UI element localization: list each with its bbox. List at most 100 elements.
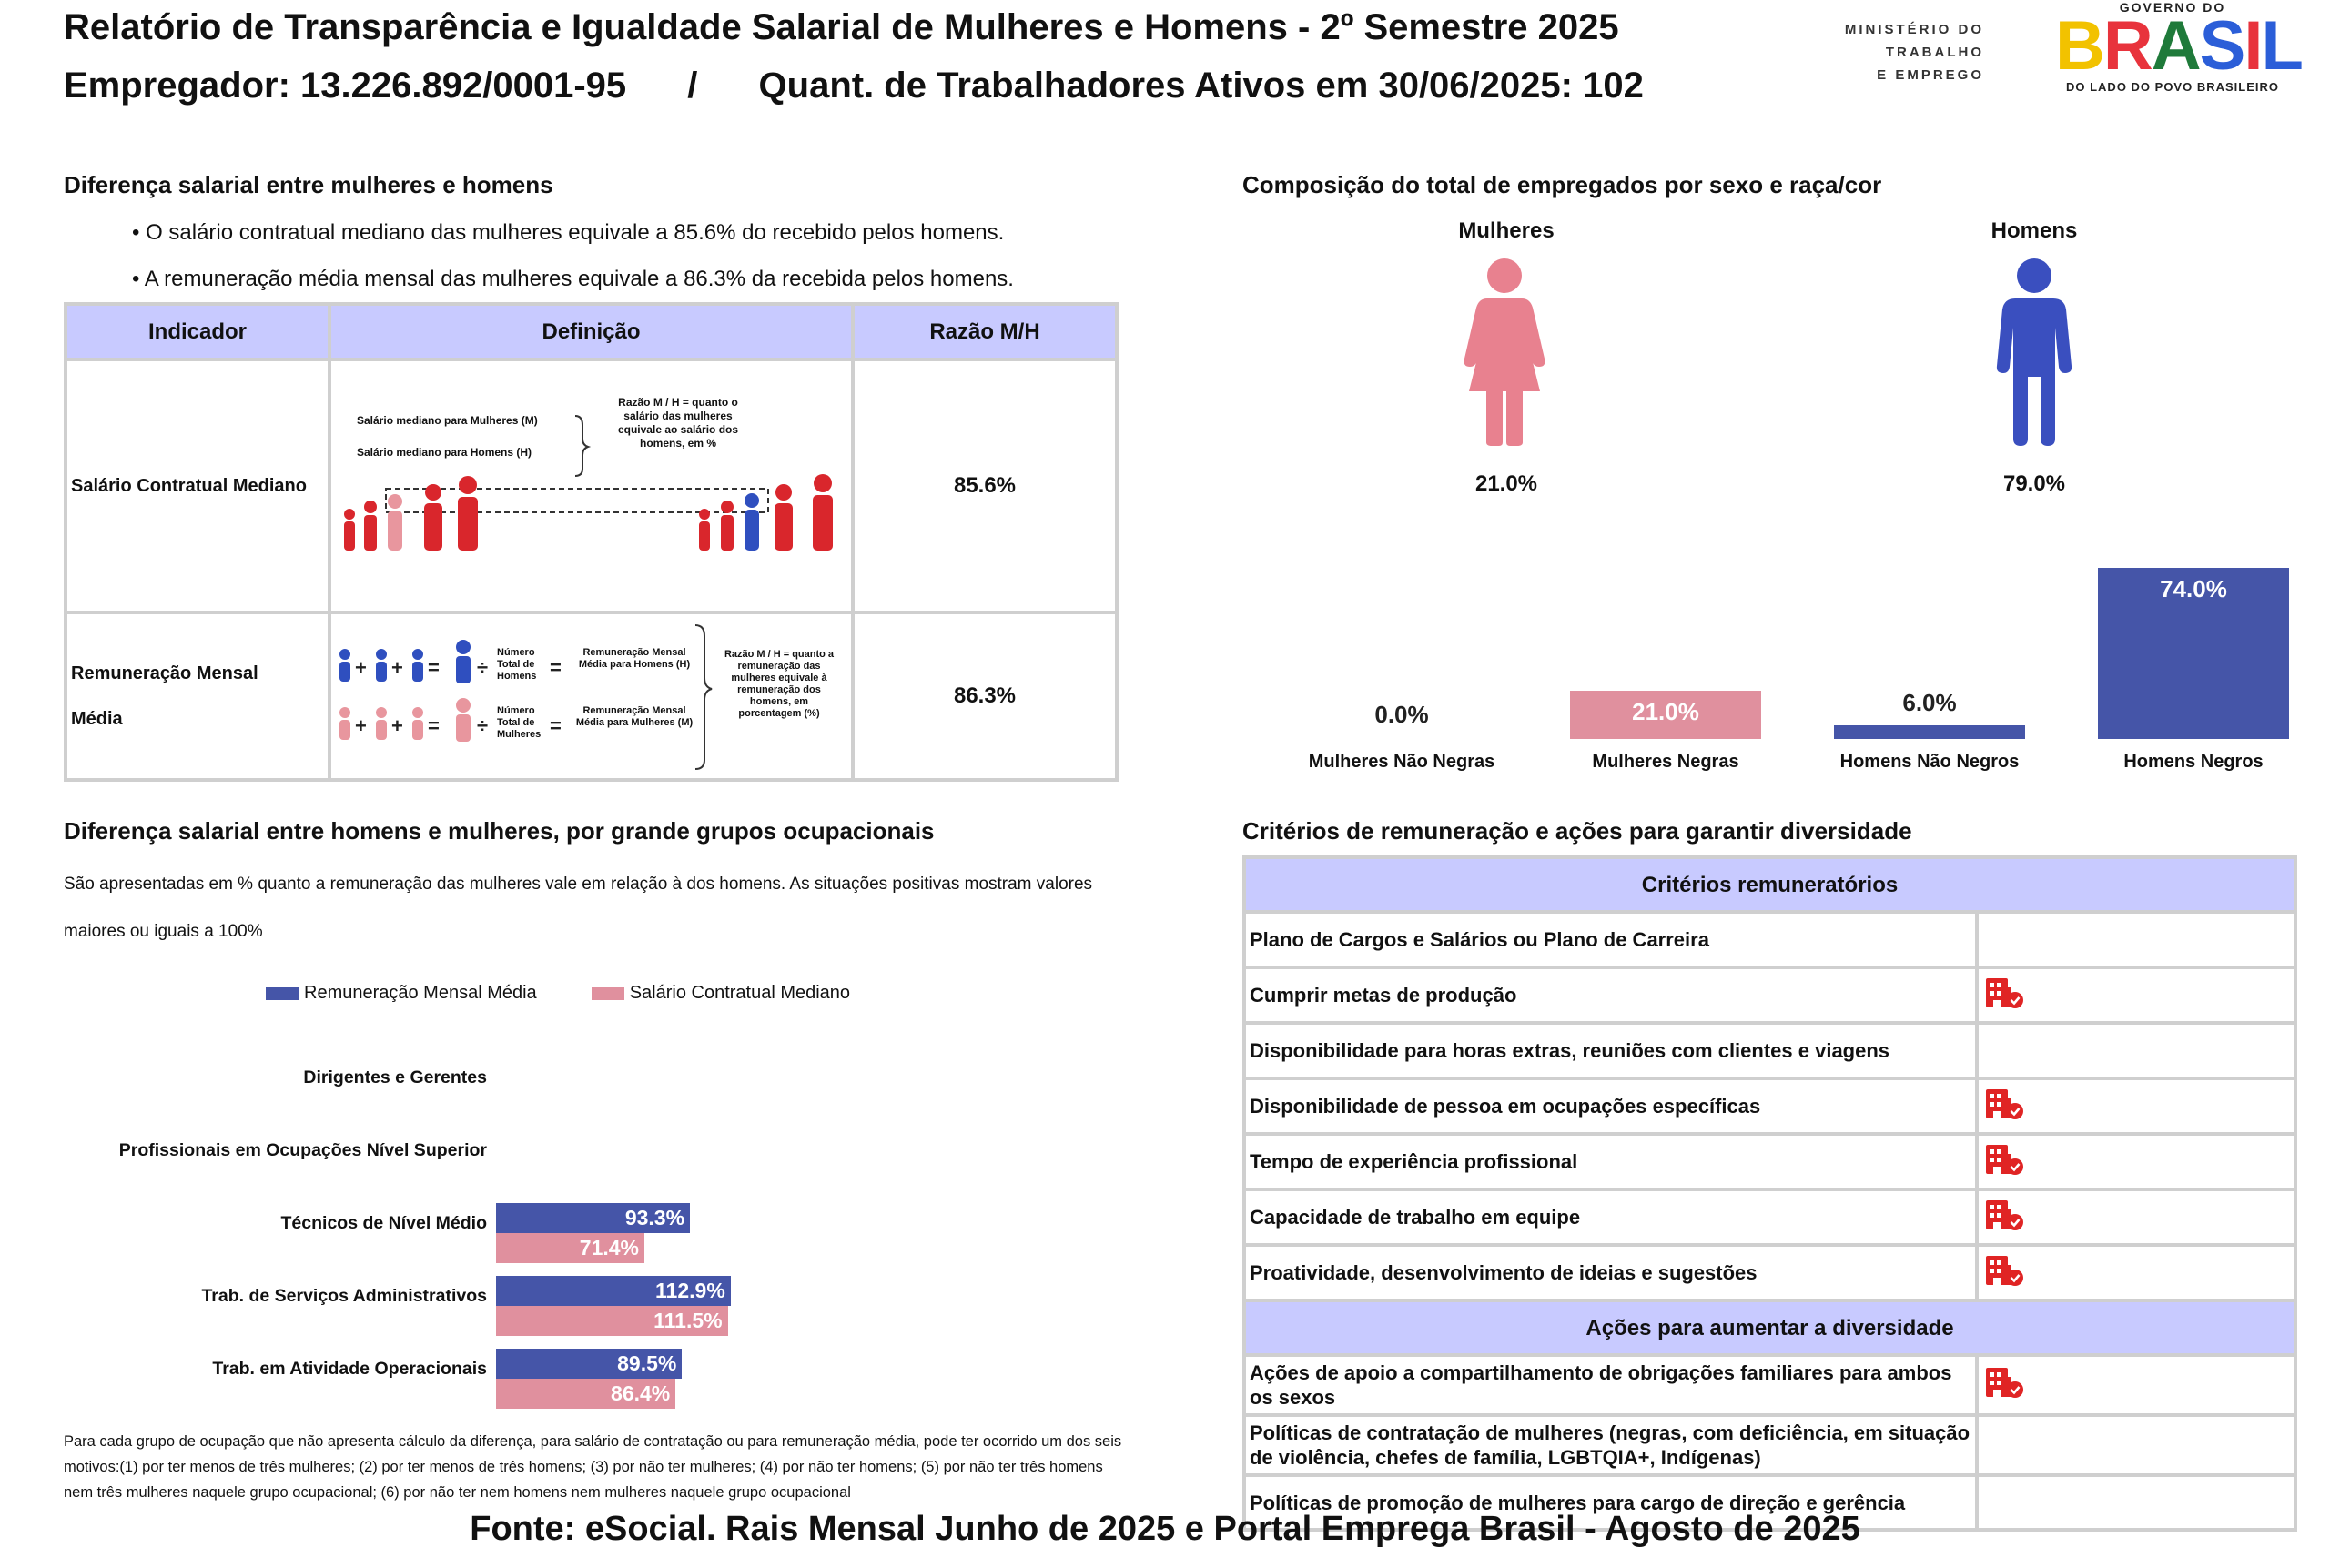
- race-bar: [1834, 724, 2025, 739]
- gov-top-text: GOVERNO DO: [2119, 0, 2226, 15]
- criterion-status: [1974, 1077, 2298, 1136]
- svg-text:=: =: [550, 714, 562, 737]
- salary-gap-bullet-2: • A remuneração média mensal das mulhere…: [132, 267, 1014, 291]
- svg-text:=: =: [428, 656, 440, 679]
- ministry-logo: MINISTÉRIO DO TRABALHO E EMPREGO: [1839, 18, 1984, 86]
- women-sum-figures: [339, 698, 471, 742]
- criterion-label: Tempo de experiência profissional: [1242, 1132, 1979, 1191]
- indicator-table-header: Indicador Definição Razão M/H: [64, 302, 1119, 361]
- race-category-label: Mulheres Não Negras: [1308, 752, 1495, 772]
- ministry-line-1: MINISTÉRIO DO: [1844, 22, 1984, 37]
- race-bar: [1570, 690, 1761, 739]
- criterion-label: Políticas de promoção de mulheres para c…: [1242, 1473, 1979, 1532]
- legend-label-avg: Remuneração Mensal Média: [304, 983, 537, 1003]
- table-row: Disponibilidade para horas extras, reuni…: [1242, 1021, 2298, 1080]
- building-check-icon: [1984, 976, 2024, 1015]
- criterion-status: [1974, 1188, 2298, 1247]
- table-row: Políticas de promoção de mulheres para c…: [1242, 1473, 2298, 1532]
- legend-median-salary: Salário Contratual Mediano: [591, 983, 851, 1004]
- women-percentage: 21.0%: [1474, 471, 1538, 496]
- people-row-left: [344, 476, 478, 551]
- criterion-status: [1974, 1132, 2298, 1191]
- ratio-median-salary: 85.6%: [851, 358, 1119, 614]
- criterion-status: [1974, 1021, 2298, 1080]
- criteria-table: Critérios remuneratórios Plano de Cargos …: [1241, 855, 2298, 1532]
- indicator-table: Indicador Definição Razão M/H Salário Co…: [64, 302, 1119, 782]
- table-row: Proatividade, desenvolvimento de ideias …: [1242, 1243, 2298, 1302]
- criterion-label: Políticas de contratação de mulheres (ne…: [1242, 1413, 1979, 1477]
- legend-swatch-pink: [591, 986, 624, 1000]
- svg-text:=: =: [550, 656, 562, 679]
- header-ratio: Razão M/H: [851, 302, 1119, 361]
- criterion-label: Disponibilidade de pessoa em ocupações e…: [1242, 1077, 1979, 1136]
- race-bar-value: 0.0%: [1374, 701, 1429, 728]
- source-footer: Fonte: eSocial. Rais Mensal Junho de 202…: [470, 1510, 1860, 1548]
- building-check-icon: [1984, 1254, 2024, 1292]
- header-definition: Definição: [328, 302, 855, 361]
- bar-median-salary: 71.4%: [496, 1233, 645, 1263]
- criteria-header: Critérios remuneratórios: [1241, 855, 2298, 914]
- criterion-status: [1974, 1243, 2298, 1302]
- legend-label-median: Salário Contratual Mediano: [629, 983, 851, 1003]
- table-row: Cumprir metas de produção: [1242, 966, 2298, 1025]
- criterion-label: Plano de Cargos e Salários ou Plano de C…: [1242, 910, 1979, 969]
- building-check-icon: [1984, 1087, 2024, 1126]
- occupation-label: Técnicos de Nível Médio: [280, 1213, 487, 1233]
- men-sum-figures: [339, 640, 471, 683]
- employer-line: Empregador: 13.226.892/0001-95 / Quant. …: [64, 66, 1644, 106]
- occupation-label: Profissionais em Ocupações Nível Superio…: [118, 1140, 487, 1160]
- salary-gap-bullet-1: • O salário contratual mediano das mulhe…: [132, 220, 1005, 245]
- bar-avg-remuneration: 93.3%: [496, 1203, 691, 1233]
- def-median-women: Salário mediano para Mulheres (M): [357, 414, 538, 427]
- criterion-label: Ações de apoio a compartilhamento de obr…: [1242, 1353, 1979, 1417]
- indicator-avg-remuneration: Remuneração Mensal Média: [64, 611, 331, 782]
- def-total-men: Número Total de Homens: [497, 647, 537, 682]
- report-title: Relatório de Transparência e Igualdade S…: [64, 7, 1619, 47]
- table-row: Ações de apoio a compartilhamento de obr…: [1242, 1353, 2298, 1417]
- occupation-label: Trab. de Serviços Administrativos: [201, 1286, 487, 1306]
- criterion-status: [1974, 1353, 2298, 1417]
- svg-text:÷: ÷: [477, 656, 488, 679]
- table-row: Remuneração Mensal Média + + = ÷ =: [64, 611, 1119, 782]
- criterion-label: Cumprir metas de produção: [1242, 966, 1979, 1025]
- table-row: Tempo de experiência profissional: [1242, 1132, 2298, 1191]
- workers-label: Quant. de Trabalhadores Ativos em 30/06/…: [758, 66, 1644, 106]
- composition-title: Composição do total de empregados por se…: [1242, 171, 1882, 198]
- government-logo: GOVERNO DO BRASIL DO LADO DO POVO BRASIL…: [2055, 0, 2304, 107]
- race-category-label: Homens Negros: [2123, 752, 2264, 772]
- occupational-footnote: Para cada grupo de ocupação que não apre…: [64, 1433, 1122, 1501]
- def-avg-ratio: Razão M / H = quanto a remuneração das m…: [724, 649, 835, 719]
- race-category-label: Homens Não Negros: [1839, 752, 2020, 772]
- def-avg-men: Remuneração Mensal Média para Homens (H): [578, 647, 691, 670]
- ministry-line-3: E EMPREGO: [1877, 67, 1984, 83]
- actions-header-cell: Ações para aumentar a diversidade: [1241, 1299, 2298, 1357]
- criterion-label: Disponibilidade para horas extras, reuni…: [1242, 1021, 1979, 1080]
- gov-bottom-text: DO LADO DO POVO BRASILEIRO: [2065, 80, 2279, 94]
- svg-text:+: +: [391, 714, 403, 737]
- occupational-legend: Remuneração Mensal Média Salário Contrat…: [266, 983, 850, 1004]
- race-bar-value: 6.0%: [1902, 688, 1957, 716]
- men-label: Homens: [1991, 218, 2078, 243]
- svg-text:+: +: [391, 656, 403, 679]
- criterion-label: Capacidade de trabalho em equipe: [1242, 1188, 1979, 1247]
- indicator-avg-line-2: Média: [71, 709, 123, 729]
- woman-icon: [1464, 258, 1545, 446]
- definition-median-salary: Salário mediano para Mulheres (M) Salári…: [328, 358, 855, 614]
- occupation-label: Dirigentes e Gerentes: [303, 1067, 487, 1087]
- def-total-women: Número Total de Mulheres: [497, 705, 542, 740]
- ministry-line-2: TRABALHO: [1885, 45, 1984, 60]
- bar-median-salary: 86.4%: [496, 1379, 676, 1409]
- criterion-label: Proatividade, desenvolvimento de ideias …: [1242, 1243, 1979, 1302]
- women-label: Mulheres: [1458, 218, 1555, 243]
- race-category-label: Mulheres Negras: [1592, 752, 1739, 772]
- occupational-title: Diferença salarial entre homens e mulher…: [64, 817, 935, 845]
- gov-brasil-wordmark: BRASIL: [2055, 7, 2304, 85]
- indicator-median-salary: Salário Contratual Mediano: [64, 358, 331, 614]
- building-check-icon: [1984, 1366, 2024, 1404]
- criteria-header-cell: Critérios remuneratórios: [1241, 855, 2298, 914]
- legend-swatch-blue: [266, 986, 299, 1000]
- salary-gap-title: Diferença salarial entre mulheres e home…: [64, 171, 553, 198]
- bar-median-salary: 111.5%: [496, 1306, 728, 1336]
- bar-avg-remuneration: 89.5%: [496, 1349, 683, 1379]
- header-separator: /: [687, 66, 698, 106]
